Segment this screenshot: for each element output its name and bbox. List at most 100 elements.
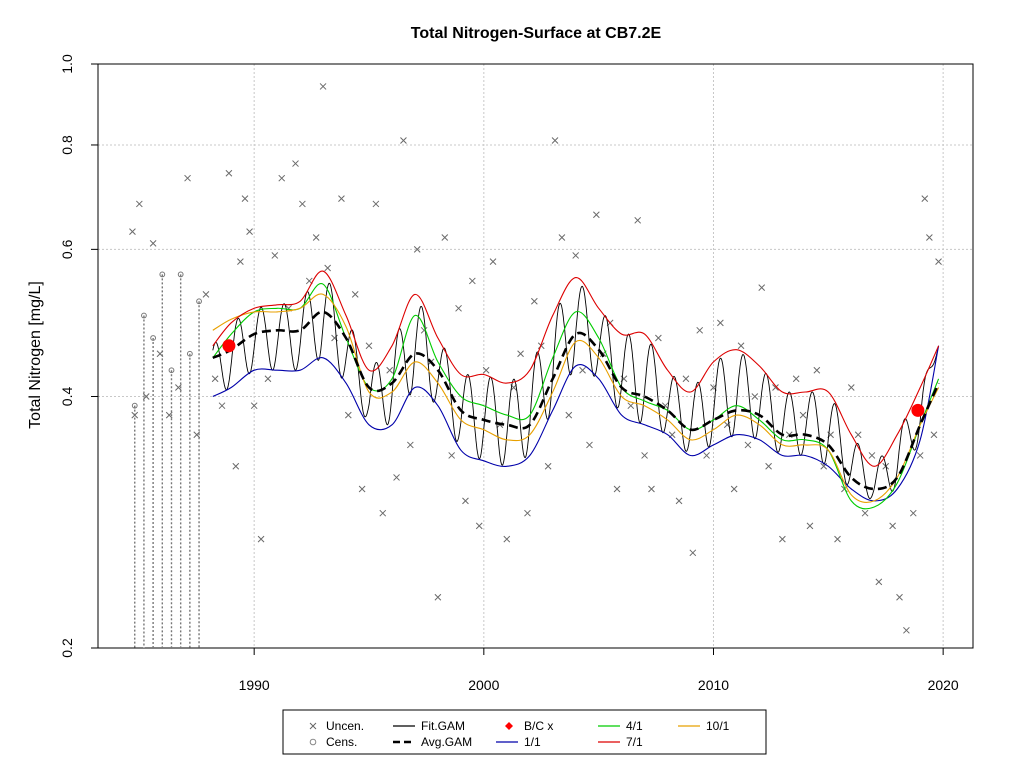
y-axis-label: Total Nitrogen [mg/L] — [27, 281, 44, 429]
uncensored-point — [926, 234, 933, 241]
x-tick-label: 2010 — [698, 677, 729, 693]
legend: Uncen. Cens. Fit.GAM Avg.GAM B/C x 1/1 4/1 7/1 1… — [282, 709, 767, 755]
uncensored-point — [250, 402, 258, 410]
censored-point — [150, 335, 157, 341]
uncensored-point — [572, 252, 580, 259]
uncensored-point — [524, 509, 531, 517]
plot-frame — [97, 63, 974, 649]
uncensored-point — [847, 384, 855, 391]
x-tick-label: 2020 — [928, 677, 959, 693]
censored-point — [186, 350, 193, 357]
uncensored-point — [579, 366, 586, 374]
uncensored-point — [448, 452, 456, 459]
series-line — [212, 345, 940, 502]
uncensored-point — [406, 441, 414, 449]
legend-label: 4/1 — [626, 719, 643, 733]
series-line — [212, 283, 940, 510]
uncensored-point — [312, 234, 320, 241]
uncensored-point — [400, 137, 407, 144]
uncensored-point — [737, 342, 745, 350]
uncensored-point — [324, 264, 332, 272]
legend-label: 7/1 — [626, 735, 643, 749]
uncensored-point — [379, 509, 387, 517]
uncensored-point — [299, 200, 306, 208]
uncensored-point — [909, 509, 917, 517]
uncensored-point — [413, 246, 421, 253]
legend-box — [282, 709, 767, 755]
axes: 1990 2000 2010 2020 0.2 0.4 0.6 0.8 1.0 — [59, 54, 974, 693]
series-avg-gam — [212, 310, 940, 491]
uncensored-point — [634, 216, 642, 224]
uncensored-point — [854, 431, 862, 439]
uncensored-point — [131, 411, 139, 419]
uncensored-point — [338, 195, 345, 202]
uncensored-point — [344, 411, 352, 419]
uncensored-point — [482, 366, 490, 374]
uncensored-point — [779, 535, 786, 543]
uncensored-point — [861, 509, 869, 517]
uncensored-point — [551, 137, 559, 144]
uncensored-point — [232, 462, 240, 470]
y-tick-label: 0.4 — [59, 387, 75, 407]
uncensored-point — [565, 411, 573, 419]
uncensored-point — [351, 291, 359, 298]
observations — [129, 83, 942, 648]
uncensored-point — [455, 304, 462, 312]
legend-label: Uncen. — [326, 719, 364, 733]
legend-label: Cens. — [326, 735, 357, 749]
uncensored-point — [916, 452, 924, 459]
y-tick-label: 0.2 — [59, 638, 75, 658]
uncensored-point — [165, 411, 173, 419]
bc-point — [911, 403, 925, 417]
uncensored-point — [135, 200, 143, 208]
legend-label: B/C x — [524, 719, 553, 733]
series-lines — [212, 270, 940, 510]
uncensored-point — [613, 485, 621, 493]
uncensored-point — [751, 393, 759, 400]
x-tick-label: 1990 — [239, 677, 270, 693]
censored-point — [196, 298, 202, 305]
uncensored-point — [799, 411, 807, 419]
uncensored-point — [517, 350, 524, 358]
uncensored-point — [468, 277, 476, 285]
uncensored-point — [696, 326, 704, 334]
censored-point — [177, 271, 184, 278]
uncensored-point — [544, 462, 552, 470]
uncensored-point — [627, 402, 635, 410]
series-line — [212, 270, 940, 467]
fit-gam-line — [212, 282, 940, 499]
uncensored-point — [930, 431, 938, 439]
series-fit-gam — [212, 282, 940, 499]
uncensored-point — [264, 375, 272, 383]
uncensored-point — [703, 452, 710, 459]
uncensored-point — [237, 258, 244, 266]
uncensored-point — [278, 174, 286, 182]
uncensored-point — [675, 497, 683, 505]
uncensored-point — [758, 284, 766, 291]
uncensored-point — [184, 174, 191, 182]
uncensored-point — [717, 319, 724, 327]
uncensored-point — [358, 485, 366, 493]
censored-point — [141, 312, 147, 319]
uncensored-point — [129, 228, 136, 236]
uncensored-point — [744, 441, 752, 449]
bc-markers — [222, 339, 925, 417]
uncensored-point — [149, 240, 157, 247]
uncensored-point — [875, 578, 883, 586]
uncensored-point — [593, 211, 600, 219]
uncensored-point — [175, 384, 182, 391]
uncensored-point — [834, 535, 841, 543]
uncensored-point — [730, 485, 738, 493]
legend-label: 1/1 — [524, 735, 541, 749]
chart-title: Total Nitrogen-Surface at CB7.2E — [411, 25, 662, 42]
legend-x-icon — [309, 722, 317, 730]
uncensored-point — [586, 441, 593, 449]
uncensored-point — [792, 375, 800, 383]
uncensored-point — [211, 375, 219, 383]
uncensored-point — [903, 626, 910, 634]
uncensored-point — [156, 350, 164, 358]
legend-circle-icon — [309, 738, 317, 746]
y-tick-label: 0.6 — [59, 239, 75, 259]
uncensored-point — [319, 83, 327, 90]
